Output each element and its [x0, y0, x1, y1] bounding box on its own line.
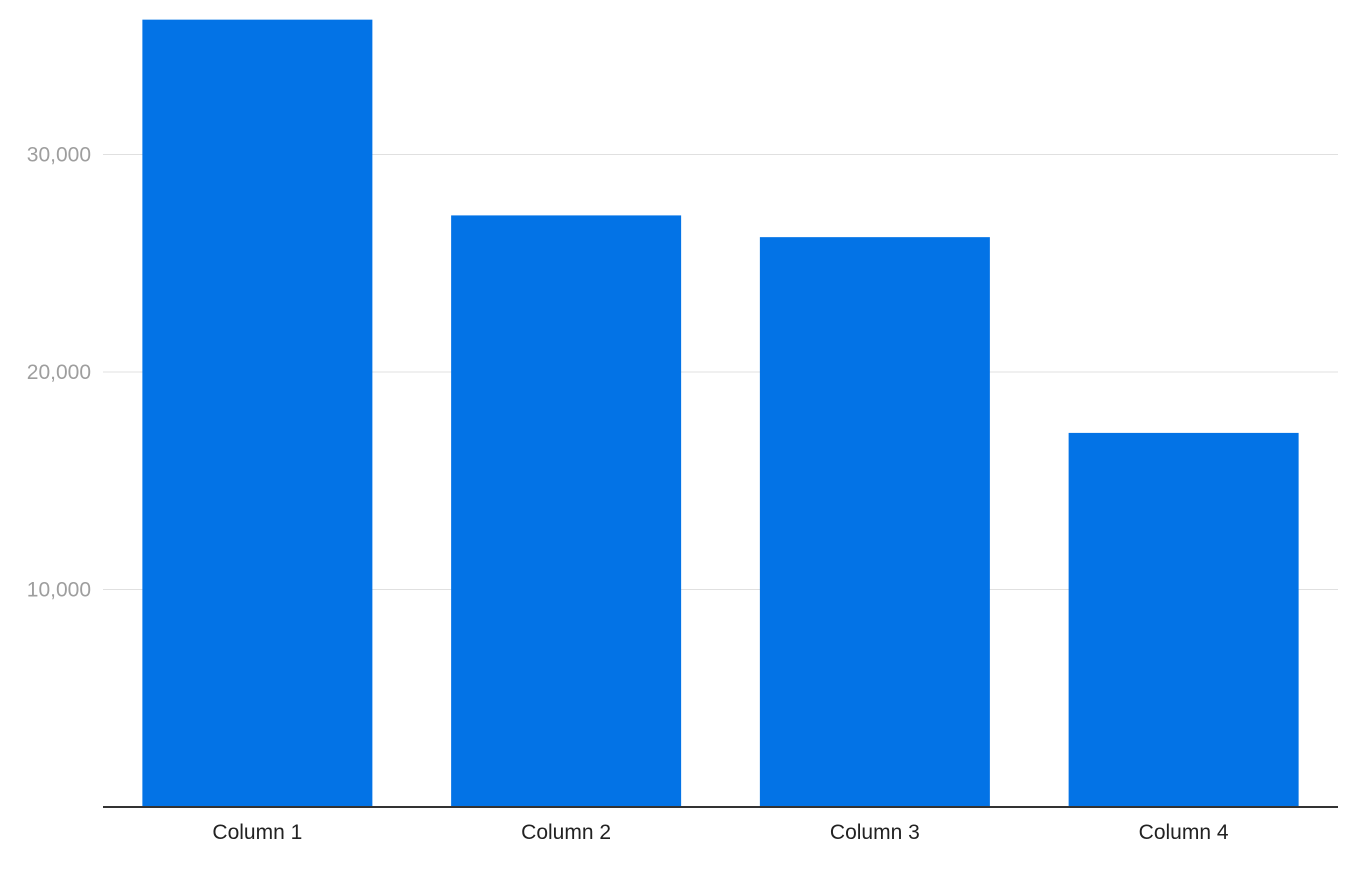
x-tick-label: Column 3 — [830, 821, 920, 844]
y-tick-label: 10,000 — [27, 579, 91, 602]
x-tick-label: Column 2 — [521, 821, 611, 844]
bars — [142, 19, 1299, 807]
bar — [1068, 432, 1299, 807]
bar — [142, 19, 373, 807]
bar — [451, 215, 682, 807]
x-axis-tick-labels: Column 1 Column 2 Column 3 Column 4 — [212, 821, 1228, 844]
bar — [759, 237, 990, 807]
y-tick-label: 20,000 — [27, 361, 91, 384]
x-tick-label: Column 1 — [212, 821, 302, 844]
y-tick-label: 30,000 — [27, 144, 91, 167]
x-tick-label: Column 4 — [1139, 821, 1229, 844]
y-axis-tick-labels: 10,000 20,000 30,000 — [27, 144, 91, 602]
